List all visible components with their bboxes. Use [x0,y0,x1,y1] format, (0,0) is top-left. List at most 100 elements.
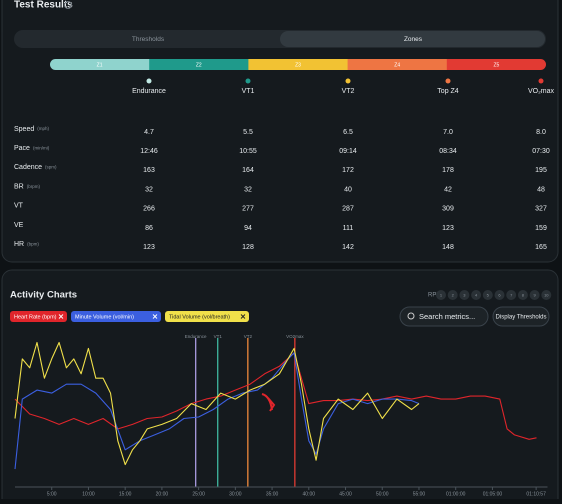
cell: 309 [442,206,454,213]
x-tick-label: 5:00 [47,491,57,497]
legend-label: Tidal Volume (vol/breath) [169,314,230,320]
rpe-option[interactable] [517,290,528,300]
cell: 42 [444,186,452,193]
row-label: HR [14,241,24,248]
legend-remove[interactable] [58,314,64,319]
legend-label: Heart Rate (bpm) [14,314,57,320]
cell: 123 [442,225,454,232]
cell: 12:46 [140,148,158,155]
rpe-option[interactable] [447,290,458,300]
x-tick-label: 15:00 [119,491,132,497]
series-line [14,341,420,466]
cell: 142 [342,244,354,251]
cell: 09:14 [339,148,357,155]
rpe-number: 2 [452,293,455,298]
zone-label: Z5 [493,62,499,68]
row-unit: (mph) [37,126,49,131]
threshold-dot [538,78,544,84]
x-tick-label: 20:00 [156,491,169,497]
x-tick-label: 50:00 [376,491,389,497]
cell: 5.5 [243,129,253,136]
rpe-number: 3 [463,293,466,298]
row-unit: (bpm) [27,241,39,246]
row-unit: (min/mi) [33,145,50,150]
rpe-number: 1 [440,293,443,298]
threshold-label: Endurance [132,88,166,95]
rpe-option[interactable] [529,290,540,300]
row-label: VT [14,203,24,210]
results-title: Test Results [14,0,73,11]
zone-label: Z1 [97,62,103,68]
cell: 08:34 [439,148,457,155]
rpe-number: 6 [498,293,501,298]
row-label: BR [14,183,24,190]
legend-chip[interactable] [10,311,67,322]
active-tab[interactable] [280,31,545,47]
cell: 148 [442,244,454,251]
zone-band [50,59,150,70]
rpe-number: 10 [544,293,549,298]
legend-chip[interactable] [71,311,161,322]
rpe-option[interactable] [506,290,517,300]
threshold-label: VO₂max [528,88,555,95]
x-tick-label: 01:05:00 [483,491,503,497]
cell: 8.0 [536,129,546,136]
charts-title: Activity Charts [10,290,77,301]
zone-label: Z4 [394,62,400,68]
cell: 40 [344,186,352,193]
x-tick-label: 45:00 [339,491,352,497]
x-tick-label: 01:10:57 [526,491,546,497]
cell: 165 [535,244,547,251]
rpe-number: 5 [487,293,490,298]
cell: 07:30 [532,148,550,155]
cell: 123 [143,244,155,251]
rpe-option[interactable] [482,290,493,300]
rpe-option[interactable] [471,290,482,300]
legend-remove[interactable] [152,314,158,319]
threshold-label: Endurance [185,334,207,339]
cell: 128 [242,244,254,251]
threshold-label: VT2 [342,88,355,95]
cell: 164 [242,167,254,174]
threshold-dot [245,78,251,84]
rpe-option[interactable] [436,290,446,300]
cell: 7.0 [443,129,453,136]
search-box[interactable] [399,306,489,327]
legend-chip[interactable] [165,311,249,322]
rpe-option[interactable] [541,290,552,300]
cell: 10:55 [239,148,257,155]
cell: 4.7 [144,129,154,136]
threshold-label: VT1 [242,88,255,95]
cell: 287 [342,206,354,213]
display-thresholds-button[interactable] [492,306,550,327]
x-tick-label: 55:00 [413,491,426,497]
zone-band [446,59,546,70]
tab-label[interactable]: Thresholds [132,36,165,43]
cell: 327 [535,206,547,213]
threshold-label: Top Z4 [437,88,459,95]
row-label: Cadence [14,164,42,171]
rpe-number: 4 [475,293,478,298]
threshold-dot [345,78,351,84]
cell: 172 [342,167,354,174]
zone-label: Z2 [196,62,202,68]
tab-label[interactable]: Zones [404,36,423,43]
zone-band [347,59,448,70]
cell: 48 [537,186,545,193]
cell: 159 [535,225,547,232]
rpe-label: RPE [428,293,440,299]
row-label: VE [14,222,24,229]
threshold-dot [146,78,152,84]
info-icon[interactable] [64,1,72,9]
button-label: Display Thresholds [496,315,547,321]
row-unit: (spm) [45,165,57,170]
series-line [14,352,537,440]
rpe-option[interactable] [459,290,470,300]
cell: 178 [442,167,454,174]
cell: 94 [244,225,252,232]
legend-remove[interactable] [240,314,246,319]
cell: 32 [244,186,252,193]
search-placeholder: Search metrics... [419,312,475,321]
rpe-option[interactable] [494,290,505,300]
